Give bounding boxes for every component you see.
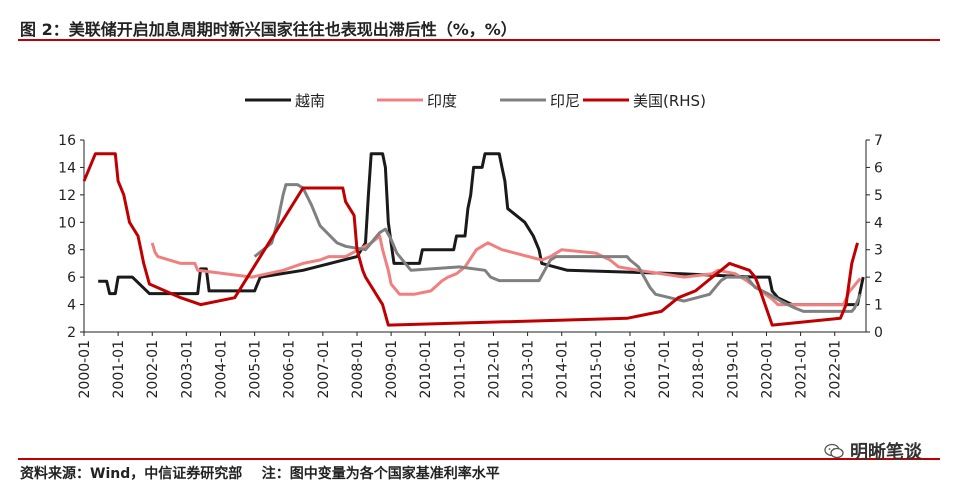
y-right-tick-label: 5: [874, 188, 883, 204]
x-tick-label: 2014-01: [555, 340, 571, 399]
x-tick-label: 2013-01: [521, 340, 537, 399]
y-left-tick-label: 6: [67, 270, 76, 286]
legend-label: 印尼: [550, 92, 580, 110]
variable-note: 注：图中变量为各个国家基准利率水平: [261, 466, 500, 482]
chart-title: 图 2：美联储开启加息周期时新兴国家往往也表现出滞后性（%，%）: [20, 20, 517, 39]
series-group: [82, 152, 865, 327]
legend-label: 越南: [295, 92, 325, 110]
y-left-tick-label: 4: [67, 298, 76, 314]
footer: 资料来源：Wind，中信证券研究部 注：图中变量为各个国家基准利率水平: [20, 463, 500, 483]
x-tick-label: 2016-01: [623, 340, 639, 399]
x-tick-label: 2012-01: [486, 340, 502, 399]
series-line-1: [98, 152, 865, 307]
y-left-tick-label: 2: [67, 325, 76, 341]
x-tick-label: 2009-01: [384, 340, 400, 399]
y-right-tick-label: 6: [874, 160, 883, 176]
x-tick-label: 2000-01: [77, 340, 93, 399]
y-left-tick-label: 14: [58, 160, 76, 176]
x-tick-label: 2011-01: [452, 340, 468, 399]
x-tick-label: 2015-01: [589, 340, 605, 399]
x-tick-label: 2020-01: [759, 340, 775, 399]
y-right-tick-label: 0: [874, 325, 883, 341]
legend: 越南 印度 印尼 美国(RHS): [245, 92, 706, 110]
wechat-icon: [824, 443, 844, 459]
series-line-4: [82, 152, 859, 327]
x-tick-label: 2005-01: [248, 340, 264, 399]
x-tick-label: 2018-01: [691, 340, 707, 399]
x-tick-label: 2008-01: [350, 340, 366, 399]
watermark: 明晰笔谈: [824, 438, 922, 464]
x-tick-label: 2019-01: [725, 340, 741, 399]
y-right-tick-label: 1: [874, 298, 883, 314]
legend-label: 印度: [427, 92, 457, 110]
x-tick-label: 2007-01: [316, 340, 332, 399]
y-right-tick-label: 7: [874, 133, 883, 149]
legend-label: 美国(RHS): [633, 92, 706, 110]
x-tick-label: 2022-01: [828, 340, 844, 399]
x-tick-label: 2017-01: [657, 340, 673, 399]
x-tick-label: 2010-01: [418, 340, 434, 399]
series-line-3: [253, 183, 862, 313]
y-left-tick-label: 16: [58, 133, 76, 149]
y-right-tick-label: 4: [874, 215, 883, 231]
watermark-text: 明晰笔谈: [850, 442, 922, 463]
x-tick-label: 2001-01: [111, 340, 127, 399]
y-left-tick-label: 8: [67, 243, 76, 259]
y-right-tick-label: 2: [874, 270, 883, 286]
y-left-tick-label: 10: [58, 215, 76, 231]
source-note: 资料来源：Wind，中信证券研究部: [20, 466, 243, 482]
x-tick-label: 2003-01: [179, 340, 195, 399]
x-tick-label: 2002-01: [145, 340, 161, 399]
x-tick-label: 2004-01: [213, 340, 229, 399]
title-divider: [18, 39, 940, 41]
y-left-tick-label: 12: [58, 188, 76, 204]
footer-divider: [18, 458, 940, 460]
x-tick-label: 2021-01: [794, 340, 810, 399]
x-tick-label: 2006-01: [282, 340, 298, 399]
series-line-2: [150, 234, 862, 307]
y-right-tick-label: 3: [874, 243, 883, 259]
